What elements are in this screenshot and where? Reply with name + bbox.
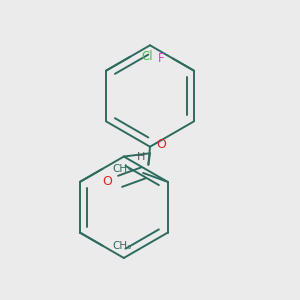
Text: CH₃: CH₃ [112, 164, 132, 174]
Text: H: H [137, 152, 146, 163]
Text: O: O [102, 175, 112, 188]
Text: Cl: Cl [142, 50, 153, 63]
Text: O: O [156, 138, 166, 151]
Text: F: F [158, 52, 164, 65]
Text: CH₃: CH₃ [112, 241, 132, 251]
